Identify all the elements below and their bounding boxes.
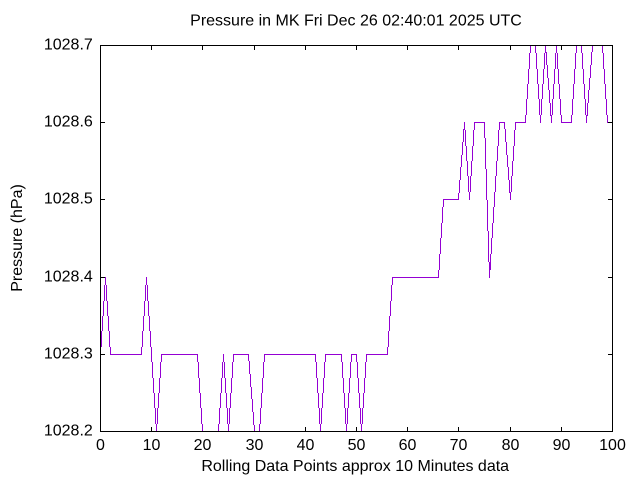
- svg-text:1028.4: 1028.4: [44, 269, 93, 286]
- svg-text:1028.6: 1028.6: [44, 114, 93, 131]
- svg-text:70: 70: [450, 437, 468, 454]
- svg-text:40: 40: [297, 437, 315, 454]
- svg-text:10: 10: [143, 437, 161, 454]
- svg-text:Pressure in MK Fri Dec 26 02:4: Pressure in MK Fri Dec 26 02:40:01 2025 …: [190, 13, 522, 30]
- svg-text:Rolling Data Points approx 10: Rolling Data Points approx 10 Minutes da…: [201, 458, 509, 475]
- svg-text:Pressure (hPa): Pressure (hPa): [9, 184, 26, 292]
- svg-text:1028.2: 1028.2: [44, 423, 93, 440]
- svg-text:30: 30: [246, 437, 264, 454]
- svg-text:0: 0: [96, 437, 105, 454]
- svg-text:60: 60: [399, 437, 417, 454]
- svg-text:1028.7: 1028.7: [44, 37, 93, 54]
- svg-text:20: 20: [194, 437, 212, 454]
- svg-text:80: 80: [502, 437, 520, 454]
- svg-text:1028.5: 1028.5: [44, 191, 93, 208]
- svg-text:1028.3: 1028.3: [44, 346, 93, 363]
- svg-text:100: 100: [599, 437, 626, 454]
- svg-text:50: 50: [348, 437, 366, 454]
- svg-text:90: 90: [553, 437, 571, 454]
